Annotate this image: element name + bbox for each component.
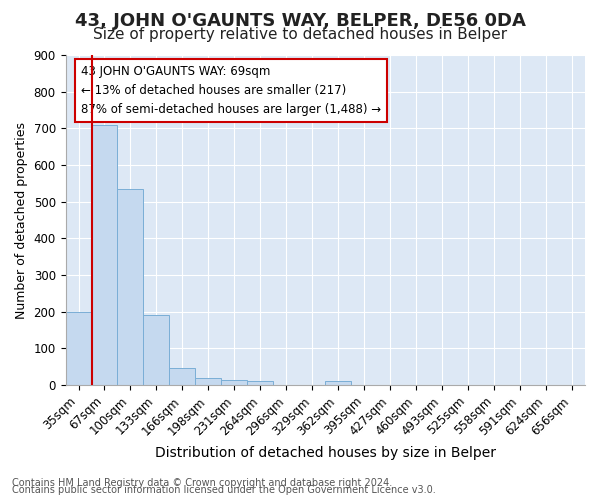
Bar: [196, 378, 221, 385]
Bar: [221, 380, 247, 385]
Text: 43, JOHN O'GAUNTS WAY, BELPER, DE56 0DA: 43, JOHN O'GAUNTS WAY, BELPER, DE56 0DA: [74, 12, 526, 30]
Text: Contains HM Land Registry data © Crown copyright and database right 2024.: Contains HM Land Registry data © Crown c…: [12, 478, 392, 488]
Y-axis label: Number of detached properties: Number of detached properties: [15, 122, 28, 318]
Bar: [247, 380, 274, 385]
Bar: [118, 189, 143, 385]
Text: 43 JOHN O'GAUNTS WAY: 69sqm
← 13% of detached houses are smaller (217)
87% of se: 43 JOHN O'GAUNTS WAY: 69sqm ← 13% of det…: [81, 65, 381, 116]
Bar: [92, 124, 118, 385]
Text: Contains public sector information licensed under the Open Government Licence v3: Contains public sector information licen…: [12, 485, 436, 495]
X-axis label: Distribution of detached houses by size in Belper: Distribution of detached houses by size …: [155, 446, 496, 460]
Bar: [325, 382, 351, 385]
Bar: [143, 316, 169, 385]
Text: Size of property relative to detached houses in Belper: Size of property relative to detached ho…: [93, 28, 507, 42]
Bar: [169, 368, 196, 385]
Bar: [65, 312, 92, 385]
